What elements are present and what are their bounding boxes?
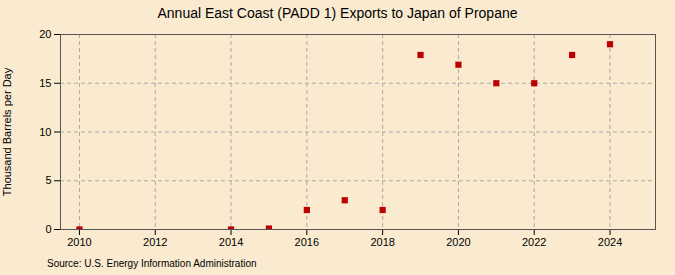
- svg-text:2014: 2014: [219, 236, 243, 248]
- svg-text:5: 5: [45, 174, 51, 186]
- svg-text:2022: 2022: [522, 236, 546, 248]
- svg-text:2016: 2016: [295, 236, 319, 248]
- html-text:Annual East Coast (PADD 1) Exp: Annual East Coast (PADD 1) Exports to Ja…: [157, 5, 518, 21]
- svg-text:15: 15: [39, 77, 51, 89]
- svg-text:2012: 2012: [143, 236, 167, 248]
- svg-text:2018: 2018: [370, 236, 394, 248]
- svg-text:20: 20: [39, 28, 51, 40]
- svg-text:2024: 2024: [598, 236, 622, 248]
- svg-text:2010: 2010: [67, 236, 91, 248]
- svg-text:2020: 2020: [446, 236, 470, 248]
- svg-text:10: 10: [39, 126, 51, 138]
- svg-text:Thousand Barrels per Day: Thousand Barrels per Day: [1, 67, 13, 196]
- html-text:Source: U.S. Energy Informatio: Source: U.S. Energy Information Administ…: [47, 258, 257, 269]
- svg-text:0: 0: [45, 223, 51, 235]
